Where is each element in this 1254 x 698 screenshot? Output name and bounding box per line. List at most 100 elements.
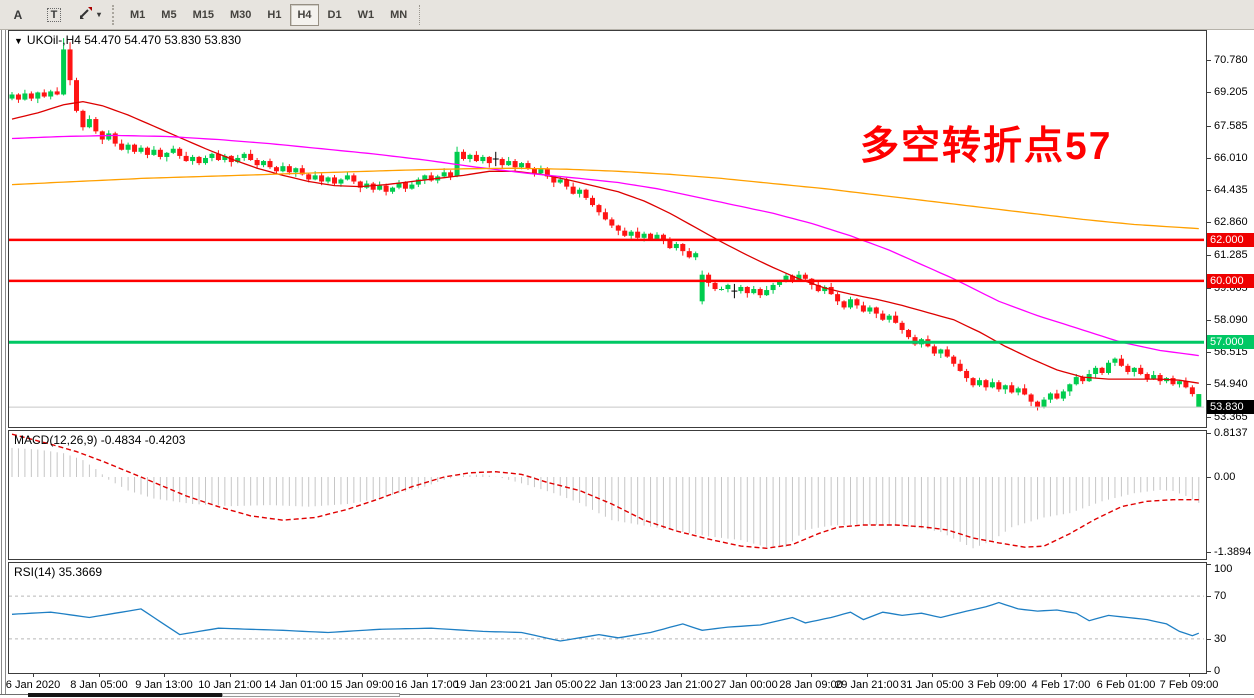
toolbar: A T ▾ M1 M5 M15 M30 H1 H4 D1 W1 MN [0,0,1254,30]
timeframe-button-mn[interactable]: MN [390,8,408,21]
axis-tick [1207,92,1211,94]
price-axis-label: 64.435 [1214,184,1248,196]
price-axis-label: 69.205 [1214,86,1248,99]
timeframe-button-m15[interactable]: M15 [192,8,214,21]
axis-tick [1207,596,1211,598]
time-axis[interactable]: 6 Jan 2020 8 Jan 05:00 9 Jan 13:00 10 Jan 2… [5,674,1218,694]
price-axis-label: 66.010 [1214,151,1248,164]
axis-tick [1207,60,1211,62]
timeframe-button-h1[interactable]: H1 [267,8,282,21]
price-axis-label: 54.940 [1214,378,1248,391]
axis-tick [1207,190,1211,191]
time-axis-label: 28 Jan 09:00 [779,679,843,691]
rsi-label: RSI(14) 35.3669 [14,565,103,579]
axis-tick [1207,254,1211,256]
price-chart-canvas[interactable] [9,31,1204,425]
price-axis-label: 61.285 [1214,248,1248,261]
price-level-badge: 60.000 [1207,273,1254,288]
time-axis-label: 6 Feb 01:00 [1096,679,1156,691]
axis-tick [1207,416,1211,418]
timeframe-button-m30[interactable]: M30 [229,8,252,21]
time-axis-label: 9 Jan 13:00 [135,679,193,691]
axis-tick [1207,433,1211,434]
rsi-canvas[interactable] [9,563,1204,671]
symbol-dropdown-icon[interactable]: ▼ [14,36,23,46]
time-axis-label: 22 Jan 13:00 [584,679,648,691]
chart-title: ▼ UKOil-,H4 54.470 54.470 53.830 53.830 [14,33,241,47]
timeframe-button-m5[interactable]: M5 [161,8,177,21]
timeframe-button-w1[interactable]: W1 [357,8,375,21]
time-axis-tick [164,674,165,677]
main-chart-panel[interactable] [8,30,1207,428]
time-axis-label: 31 Jan 05:00 [900,679,964,691]
time-axis-label: 19 Jan 23:00 [454,679,518,691]
axis-tick [1207,477,1211,478]
time-axis-label: 4 Feb 17:00 [1031,679,1091,691]
text-label-tool-button[interactable]: A [1,3,35,27]
time-axis-tick [99,674,100,677]
time-axis-tick [362,674,363,677]
price-axis-label: 67.585 [1214,119,1248,132]
macd-axis-label: -1.3894 [1214,546,1252,558]
window-bottom-edge-light [222,693,400,697]
price-level-badge: 62.000 [1207,232,1254,247]
time-axis-label: 10 Jan 21:00 [198,679,262,691]
time-axis-tick [616,674,617,677]
time-axis-tick [811,674,812,677]
macd-canvas[interactable] [9,431,1204,557]
rsi-axis-label: 0 [1214,665,1221,677]
price-axis-label: 62.860 [1214,216,1248,229]
price-axis-label: 70.780 [1214,54,1248,67]
axis-tick [1207,671,1211,672]
timeframe-button-h4[interactable]: H4 [290,3,319,26]
macd-label: MACD(12,26,9) -0.4834 -0.4203 [14,433,186,447]
rsi-axis-label: 100 [1214,563,1233,575]
axis-tick [1207,222,1211,224]
time-axis-tick [230,674,231,677]
time-axis-label: 23 Jan 21:00 [649,679,713,691]
axis-tick [1207,384,1211,386]
timeframe-toolbar: M1 M5 M15 M30 H1 H4 D1 W1 MN [122,3,415,26]
rsi-panel[interactable]: RSI(14) 35.3669 [8,562,1207,674]
time-axis-label: 8 Jan 05:00 [70,679,128,691]
axis-tick [1207,319,1211,321]
time-axis-label: 6 Jan 2020 [5,679,61,691]
macd-axis-label: 0.8137 [1214,427,1248,439]
price-level-badge: 53.830 [1207,400,1254,415]
axis-tick [1207,638,1211,640]
rsi-axis-label: 30 [1214,632,1227,645]
time-axis-label: 29 Jan 21:00 [835,679,899,691]
price-level-badge: 57.000 [1207,335,1254,350]
time-axis-tick [427,674,428,677]
arrows-tool-button[interactable]: ▾ [73,3,107,27]
time-axis-tick [932,674,933,677]
axis-tick [1207,125,1211,127]
timeframe-button-m1[interactable]: M1 [130,8,146,21]
time-axis-label: 27 Jan 00:00 [714,679,778,691]
text-box-icon: T [46,7,62,22]
chart-annotation-text: 多空转折点57 [860,125,1113,168]
time-axis-label: 16 Jan 17:00 [395,679,459,691]
axis-tick [1207,287,1211,289]
time-axis-tick [681,674,682,677]
letter-a-icon: A [13,7,23,22]
text-box-tool-button[interactable]: T [37,3,71,27]
time-axis-tick [1189,674,1190,677]
macd-axis-label: 0.00 [1214,471,1236,483]
window-left-border-inner [5,30,6,694]
time-axis-label: 7 Feb 09:00 [1159,679,1219,691]
time-axis-tick [867,674,868,677]
time-axis-label: 15 Jan 09:00 [330,679,394,691]
price-axis[interactable]: 70.780 69.205 67.585 66.010 64.435 62.860 61.2… [1207,30,1254,677]
time-axis-label: 21 Jan 05:00 [519,679,583,691]
window-bottom-border [0,694,1254,695]
axis-tick [1207,564,1211,565]
macd-panel[interactable]: MACD(12,26,9) -0.4834 -0.4203 [8,430,1207,560]
toolbar-separator [112,4,118,25]
symbol-ohlc-text: UKOil-,H4 54.470 54.470 53.830 53.830 [26,33,242,47]
time-axis-tick [486,674,487,677]
dropdown-caret-icon: ▾ [97,10,102,19]
timeframe-button-d1[interactable]: D1 [327,8,342,21]
time-axis-tick [33,674,34,677]
axis-tick [1207,352,1211,354]
